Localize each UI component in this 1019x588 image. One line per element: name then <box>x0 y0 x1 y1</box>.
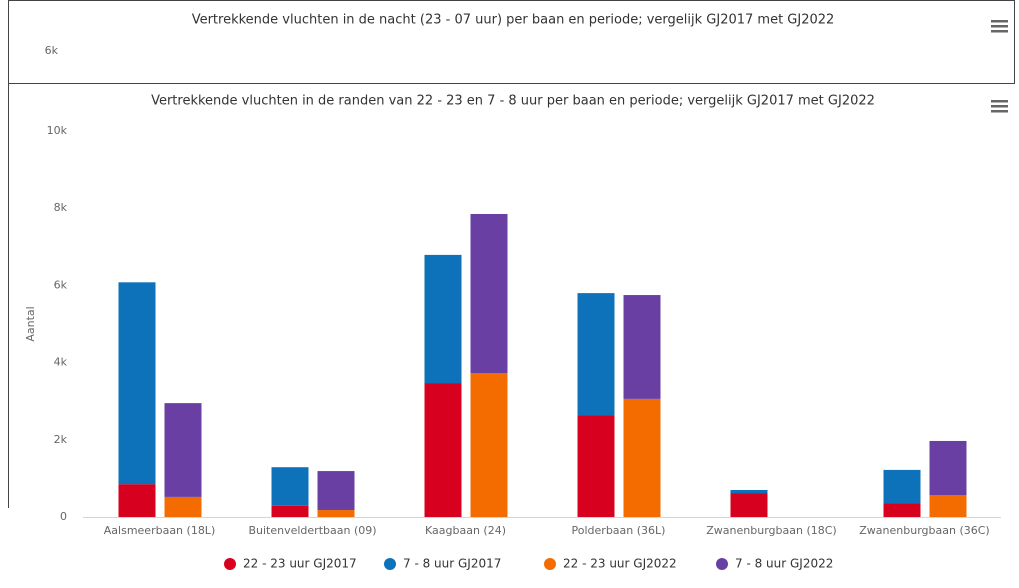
y-tick-label: 6k <box>45 44 59 57</box>
bar <box>929 440 967 495</box>
x-tick-label: Aalsmeerbaan (18L) <box>104 524 215 537</box>
top-panel <box>8 0 1015 84</box>
legend-label: 7 - 8 uur GJ2022 <box>735 557 833 571</box>
x-tick-label: Buitenveldertbaan (09) <box>248 524 376 537</box>
y-tick-label: 0 <box>60 510 67 523</box>
bar <box>271 467 309 506</box>
chart-title: Vertrekkende vluchten in de nacht (23 - … <box>192 13 835 28</box>
x-tick-label: Kaagbaan (24) <box>425 524 506 537</box>
bar <box>317 510 355 517</box>
bar <box>577 415 615 517</box>
x-tick-label: Polderbaan (36L) <box>572 524 666 537</box>
y-tick-label: 8k <box>54 201 68 214</box>
bar <box>577 293 615 416</box>
y-tick-label: 2k <box>54 433 68 446</box>
bar <box>883 503 921 517</box>
bar <box>164 403 202 497</box>
x-tick-label: Zwanenburgbaan (18C) <box>706 524 836 537</box>
y-axis-title: Aantal <box>24 306 37 341</box>
bar <box>623 295 661 399</box>
legend-marker <box>716 558 728 570</box>
legend-label: 22 - 23 uur GJ2017 <box>243 557 357 571</box>
bar <box>271 505 309 517</box>
y-tick-label: 4k <box>54 356 68 369</box>
bar <box>470 373 508 517</box>
bar <box>424 383 462 517</box>
bar <box>470 213 508 374</box>
legend-marker <box>384 558 396 570</box>
menu-button[interactable] <box>991 100 1008 113</box>
legend-marker <box>224 558 236 570</box>
bar <box>424 254 462 384</box>
y-tick-label: 6k <box>54 278 68 291</box>
bar <box>118 484 156 517</box>
bar <box>164 496 202 517</box>
chart-title: Vertrekkende vluchten in de randen van 2… <box>151 94 875 109</box>
x-tick-label: Zwanenburgbaan (36C) <box>859 524 989 537</box>
menu-button[interactable] <box>991 20 1008 33</box>
bar <box>730 489 768 494</box>
bar <box>317 471 355 511</box>
bar <box>883 469 921 504</box>
bar <box>929 494 967 517</box>
bar <box>623 398 661 517</box>
bar <box>118 282 156 485</box>
legend-label: 22 - 23 uur GJ2022 <box>563 557 677 571</box>
y-tick-label: 10k <box>47 124 68 137</box>
legend-label: 7 - 8 uur GJ2017 <box>403 557 501 571</box>
bar <box>730 493 768 517</box>
legend-marker <box>544 558 556 570</box>
